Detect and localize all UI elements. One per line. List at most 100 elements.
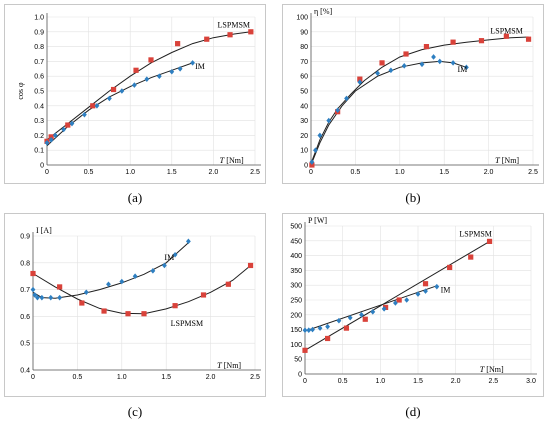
point-im-a-11 xyxy=(156,73,162,79)
x-tick-label-a-3: 1.5 xyxy=(167,169,177,176)
y-tick-label-d-2: 100 xyxy=(290,342,302,349)
point-im-d-11 xyxy=(404,297,410,303)
point-im-c-5 xyxy=(57,294,63,301)
point-im-c-6 xyxy=(83,289,89,296)
y-axis-label-c: I [A] xyxy=(36,226,52,235)
trend-curve-im-c xyxy=(32,242,189,299)
point-im-a-9 xyxy=(131,82,137,88)
point-lspmsm-d-4 xyxy=(383,304,389,310)
point-lspmsm-d-7 xyxy=(447,264,453,271)
chart-svg-c: 0.4 0.5 0.6 0.7 0.8 0.9 0 0.5 1.0 1.5 2.0 2.5 I [A] T… xyxy=(20,226,261,381)
point-lspmsm-b-2 xyxy=(357,76,363,82)
point-im-d-5 xyxy=(336,317,342,324)
y-tick-label-b-1: 10 xyxy=(300,148,308,155)
x-tick-label-c-5: 2.5 xyxy=(250,374,260,381)
point-lspmsm-b-9 xyxy=(525,36,532,42)
x-tick-label-c-2: 1.0 xyxy=(117,374,127,381)
y-tick-label-a-2: 0.2 xyxy=(34,133,44,140)
x-tick-label-b-5: 2.5 xyxy=(528,169,538,176)
trend-curve-lspmsm-a xyxy=(46,31,251,141)
chart-panel-b: 0 10 20 30 40 50 60 70 80 90 100 0 0.5 1.0 1.5 2.0 2.5 η … xyxy=(282,4,544,184)
point-im-b-7 xyxy=(375,70,380,77)
y-tick-label-d-8: 400 xyxy=(290,253,302,260)
point-lspmsm-a-9 xyxy=(227,32,233,38)
y-tick-label-c-3: 0.7 xyxy=(20,287,30,294)
chart-svg-d: 0 50 100 150 200 250 300 350 400 450 500 0 0.5 1.0 1.5… xyxy=(290,216,537,385)
point-lspmsm-c-6 xyxy=(172,303,178,309)
x-tick-label-d-4: 2.0 xyxy=(451,378,461,385)
chart-panel-a: 0 0.1 0.2 0.3 0.4 0.5 0.6 0.7 0.8 0.9 1.0 0 0.5 1.0 1.… xyxy=(4,4,266,184)
point-im-c-3 xyxy=(39,294,45,301)
point-lspmsm-d-2 xyxy=(343,325,350,331)
x-tick-label-b-0: 0 xyxy=(309,169,313,176)
x-axis-label-unit-d: [Nm] xyxy=(484,365,504,374)
point-lspmsm-a-4 xyxy=(110,86,117,93)
series-label-im-c: IM xyxy=(164,253,174,262)
point-im-c-8 xyxy=(119,278,125,285)
x-tick-label-d-0: 0 xyxy=(303,378,307,385)
point-lspmsm-a-6 xyxy=(148,57,154,63)
x-axis-label-unit-c: [Nm] xyxy=(222,361,242,370)
x-tick-label-a-0: 0 xyxy=(45,169,49,176)
point-im-d-3 xyxy=(317,325,323,331)
point-im-c-0 xyxy=(30,286,36,293)
point-lspmsm-a-7 xyxy=(175,41,181,47)
y-tick-label-b-9: 90 xyxy=(300,29,308,36)
x-axis-label-d: T [Nm] xyxy=(480,364,504,374)
point-im-d-1 xyxy=(306,327,312,333)
caption-a: (a) xyxy=(127,190,143,205)
x-tick-label-c-4: 2.0 xyxy=(206,374,216,381)
point-lspmsm-a-10 xyxy=(248,29,254,35)
x-axis-label-b: T [Nm] xyxy=(495,155,519,165)
x-axis-label-c: T [Nm] xyxy=(217,360,241,370)
chart-panel-d: 0 50 100 150 200 250 300 350 400 450 500 0 0.5 1.0 1.5… xyxy=(282,213,544,397)
series-label-lspmsm-d: LSPMSM xyxy=(459,229,491,238)
point-lspmsm-c-1 xyxy=(57,284,63,290)
point-im-b-4 xyxy=(335,107,341,114)
point-im-a-1 xyxy=(48,137,54,143)
y-tick-label-d-0: 0 xyxy=(298,372,302,379)
point-im-c-4 xyxy=(48,294,54,301)
y-tick-label-b-0: 0 xyxy=(304,163,308,170)
point-lspmsm-c-8 xyxy=(225,281,231,287)
y-tick-label-a-8: 0.8 xyxy=(34,44,44,51)
trend-curve-im-a xyxy=(46,62,193,147)
y-tick-label-c-2: 0.6 xyxy=(20,314,30,321)
point-lspmsm-c-2 xyxy=(79,300,85,306)
y-axis-label-a: cos φ xyxy=(16,82,25,100)
x-tick-label-c-1: 0.5 xyxy=(73,374,83,381)
y-tick-label-d-3: 150 xyxy=(290,327,302,334)
y-tick-label-d-7: 350 xyxy=(290,268,302,275)
point-lspmsm-d-8 xyxy=(468,254,474,260)
x-tick-label-d-6: 3.0 xyxy=(526,378,536,385)
point-lspmsm-a-2 xyxy=(65,122,71,128)
y-tick-label-b-4: 40 xyxy=(300,103,308,110)
y-tick-label-b-3: 30 xyxy=(300,118,308,125)
point-lspmsm-a-5 xyxy=(133,67,139,73)
y-tick-label-c-1: 0.5 xyxy=(20,341,30,348)
y-tick-label-d-9: 450 xyxy=(290,238,302,245)
y-tick-label-a-10: 1.0 xyxy=(34,15,44,22)
x-axis-label-unit-a: [Nm] xyxy=(224,156,244,165)
point-im-b-5 xyxy=(344,95,349,102)
point-lspmsm-b-5 xyxy=(423,44,430,50)
y-tick-label-b-7: 70 xyxy=(300,59,308,66)
point-lspmsm-c-9 xyxy=(247,262,254,269)
point-im-a-0 xyxy=(44,140,50,146)
y-axis-label-d: P [W] xyxy=(308,216,327,225)
x-tick-label-b-3: 1.5 xyxy=(439,169,449,176)
x-tick-label-b-2: 1.0 xyxy=(395,169,405,176)
point-im-b-3 xyxy=(326,117,332,124)
point-im-a-12 xyxy=(169,68,175,75)
y-tick-label-a-5: 0.5 xyxy=(34,89,44,96)
y-axis-label-b: η [%] xyxy=(314,7,333,16)
series-label-im-b: IM xyxy=(458,65,468,74)
y-tick-label-a-6: 0.6 xyxy=(34,74,44,81)
y-tick-label-d-1: 50 xyxy=(294,357,302,364)
point-im-a-5 xyxy=(82,111,87,118)
point-im-d-13 xyxy=(423,288,428,294)
point-lspmsm-b-6 xyxy=(450,39,456,45)
y-tick-label-d-6: 300 xyxy=(290,283,302,290)
x-tick-label-d-5: 2.5 xyxy=(488,378,498,385)
y-tick-label-b-6: 60 xyxy=(300,74,308,81)
